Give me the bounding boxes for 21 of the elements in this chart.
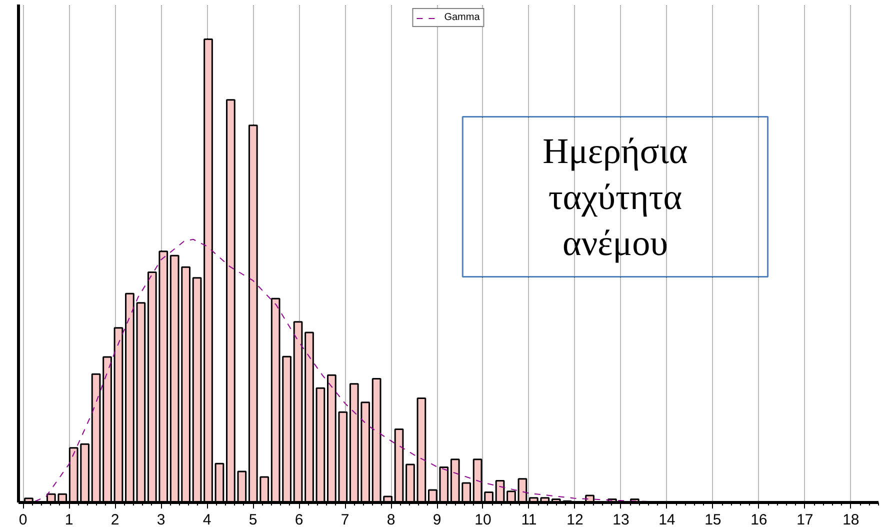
x-tick-label: 9 bbox=[432, 512, 442, 527]
x-tick-label: 15 bbox=[704, 512, 722, 527]
x-tick-label: 0 bbox=[18, 512, 28, 527]
x-tick-label: 1 bbox=[64, 512, 74, 527]
legend-label: Gamma bbox=[444, 12, 480, 23]
x-tick-label: 18 bbox=[842, 512, 860, 527]
x-tick-label: 12 bbox=[566, 512, 584, 527]
x-tick-label: 13 bbox=[612, 512, 630, 527]
annotation: Ημερήσια ταχύτητα ανέμου bbox=[542, 130, 688, 263]
x-tick-label: 2 bbox=[110, 512, 120, 527]
x-tick-label: 11 bbox=[521, 512, 537, 527]
x-tick-label: 5 bbox=[248, 512, 258, 527]
x-tick-label: 14 bbox=[658, 512, 676, 527]
x-tick-label: 4 bbox=[202, 512, 212, 527]
x-tick-label: 8 bbox=[386, 512, 396, 527]
x-tick-label: 10 bbox=[474, 512, 492, 527]
x-tick-label: 6 bbox=[294, 512, 304, 527]
x-tick-label: 16 bbox=[750, 512, 768, 527]
x-tick-label: 3 bbox=[156, 512, 166, 527]
x-tick-label: 7 bbox=[340, 512, 350, 527]
x-tick-label: 17 bbox=[796, 512, 814, 527]
